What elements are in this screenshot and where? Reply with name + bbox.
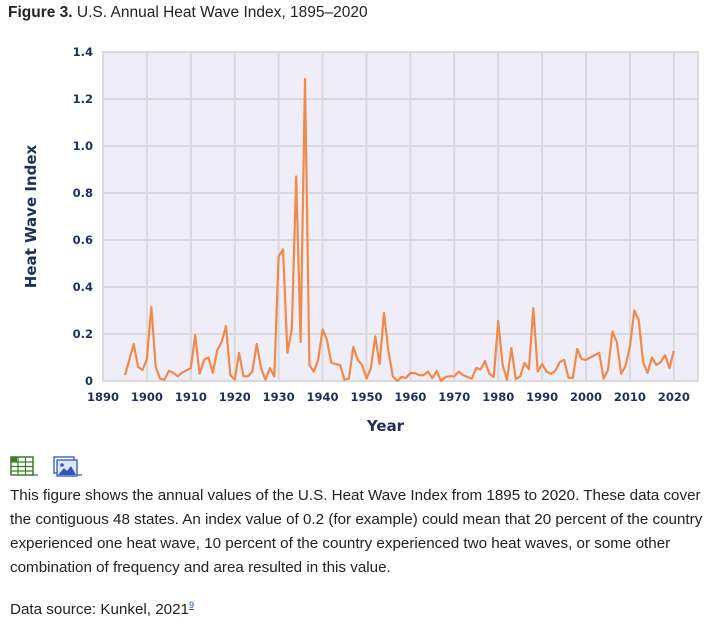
y-tick-label: 0.2	[73, 327, 93, 341]
figure-title-text: U.S. Annual Heat Wave Index, 1895–2020	[76, 4, 368, 21]
x-tick-label: 1900	[131, 390, 163, 404]
heat-wave-chart: 00.20.40.60.81.01.21.4 1890 1900 1910 1920 1…	[22, 45, 699, 435]
x-tick-label: 1960	[394, 390, 426, 404]
data-source-text: Data source: Kunkel, 2021	[10, 601, 189, 619]
plot-area	[102, 51, 699, 382]
y-tick-label: 1.4	[73, 45, 93, 59]
footnote-link[interactable]: 9	[189, 600, 195, 610]
figure-description: This figure shows the annual values of t…	[10, 487, 703, 576]
y-tick-label: 0.8	[73, 186, 93, 200]
x-tick-label: 1910	[175, 390, 207, 404]
x-axis-title: Year	[366, 417, 405, 435]
x-tick-label: 1990	[526, 390, 558, 404]
figure-title: Figure 3. U.S. Annual Heat Wave Index, 1…	[8, 4, 368, 22]
x-tick-label: 2020	[658, 390, 690, 404]
y-tick-labels: 0 0.2 0.4 0.6 0.8 1.0 1.2 1.4	[73, 45, 93, 388]
x-tick-label: 2000	[570, 390, 602, 404]
y-tick-label: 0.4	[73, 280, 93, 294]
x-tick-label: 1980	[482, 390, 514, 404]
y-tick-label: 0	[85, 374, 93, 388]
x-tick-label: 1970	[438, 390, 470, 404]
series-line-heat-wave-index	[123, 77, 675, 383]
y-gridlines	[103, 98, 698, 335]
y-tick-label: 1.2	[73, 92, 93, 106]
spreadsheet-download-icon[interactable]	[10, 456, 42, 478]
download-toolbar	[10, 456, 84, 478]
x-tick-label: 1940	[307, 390, 339, 404]
figure-label: Figure 3.	[8, 4, 73, 21]
x-tick-label: 1950	[350, 390, 382, 404]
x-gridlines	[145, 52, 675, 381]
x-tick-label: 2010	[614, 390, 646, 404]
data-source: Data source: Kunkel, 20219	[10, 600, 194, 618]
x-tick-label: 1890	[87, 390, 119, 404]
x-tick-label: 1920	[219, 390, 251, 404]
y-axis-title: Heat Wave Index	[22, 144, 40, 288]
y-tick-label: 0.6	[73, 233, 93, 247]
data-points	[124, 79, 674, 382]
x-tick-labels: 1890 1900 1910 1920 1930 1940 1950 1960 1970 1980…	[87, 390, 690, 404]
x-tick-label: 1930	[263, 390, 295, 404]
image-download-icon[interactable]	[52, 456, 84, 478]
y-tick-label: 1.0	[73, 139, 93, 153]
